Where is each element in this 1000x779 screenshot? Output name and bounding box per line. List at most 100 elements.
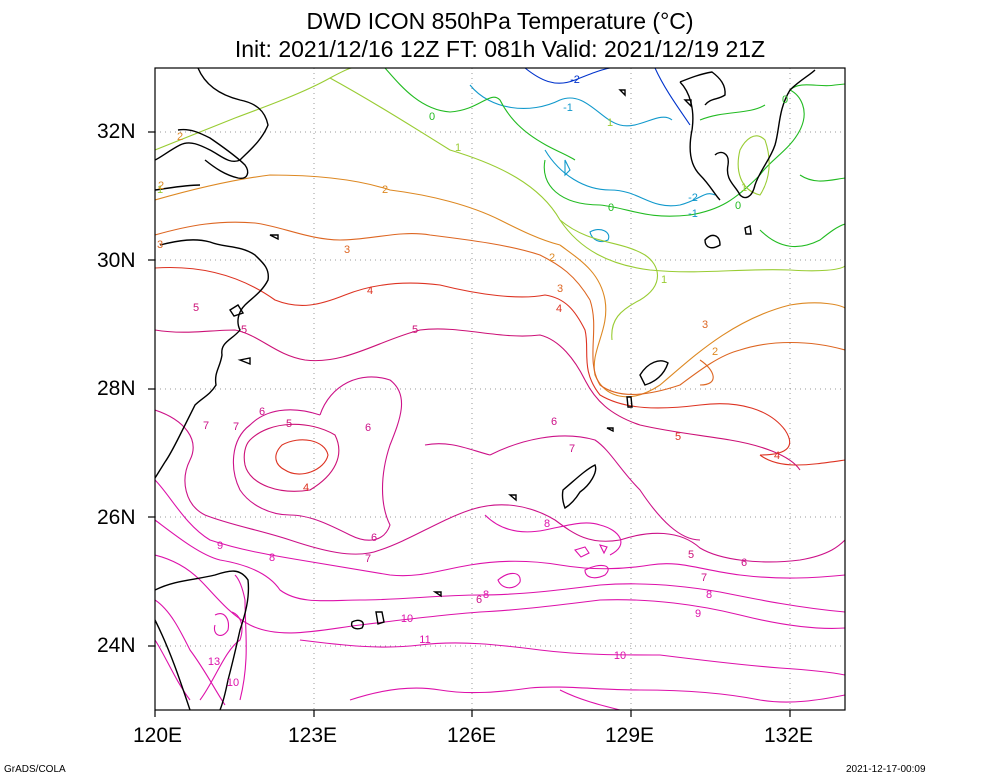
contour-value-label: 8: [544, 518, 550, 530]
coastline: [350, 619, 364, 630]
isotherm-line: [155, 574, 247, 706]
contour-value-label: 6: [551, 416, 557, 428]
coastline: [269, 234, 279, 241]
contour-value-label: 1: [157, 184, 163, 196]
lat-label-28n: 28N: [97, 377, 136, 400]
coastline: [606, 427, 614, 433]
isotherm-line: [155, 519, 845, 613]
contour-value-label: 8: [483, 589, 489, 601]
contour-value-label: 4: [367, 285, 373, 297]
contour-value-label: 1: [661, 274, 667, 286]
isotherm-line: [699, 104, 766, 121]
isotherm-line: [155, 221, 591, 301]
isotherm-line: [759, 83, 845, 176]
isotherm-line: [349, 686, 845, 703]
isotherm-line: [584, 379, 801, 471]
contour-value-label: 5: [688, 549, 694, 561]
contour-value-label: 6: [741, 557, 747, 569]
isotherm-line: [384, 68, 576, 161]
isotherm-line: [155, 409, 381, 555]
isotherm-line: [799, 174, 845, 182]
contour-value-label: 4: [303, 482, 309, 494]
contour-value-label: 13: [208, 656, 220, 668]
contour-value-label: -2: [570, 74, 580, 86]
isotherm-line: [424, 443, 491, 456]
isotherm-line: [559, 219, 658, 341]
contour-value-label: 4: [774, 450, 780, 462]
contour-value-label: 3: [702, 319, 708, 331]
isotherm-line: [543, 159, 761, 217]
isotherm-line: [737, 135, 770, 196]
contour-value-label: 2: [382, 184, 388, 196]
lon-label-132e: 132E: [764, 724, 814, 747]
contour-value-label: 6: [365, 422, 371, 434]
coastline: [639, 360, 669, 386]
isotherm-line: [598, 544, 608, 555]
coastline: [229, 304, 245, 317]
contour-value-label: 10: [401, 613, 413, 625]
contour-value-label: 9: [695, 608, 701, 620]
coastline: [683, 99, 692, 108]
contour-value-label: 6: [476, 594, 482, 606]
contour-value-label: 5: [412, 324, 418, 336]
axis-ticks: [148, 131, 791, 717]
isotherm-line: [155, 174, 561, 246]
lat-label-26n: 26N: [97, 506, 136, 529]
coastline: [155, 619, 191, 710]
contour-value-label: 4: [556, 303, 562, 315]
lon-label-123e: 123E: [288, 724, 338, 747]
contour-value-label: 5: [241, 324, 247, 336]
isotherm-line: [155, 611, 243, 701]
map-subtitle: Init: 2021/12/16 12Z FT: 081h Valid: 202…: [234, 36, 766, 62]
coastline: [508, 494, 517, 502]
coastline: [155, 239, 270, 479]
contour-value-label: 0: [782, 94, 788, 106]
isotherm-line: [213, 613, 229, 636]
isotherm-line: [759, 223, 845, 248]
isotherm-line: [544, 149, 716, 207]
isotherm-line: [524, 68, 611, 84]
coastline: [177, 128, 249, 179]
isotherm-line: [489, 435, 701, 541]
isotherm-line: [589, 299, 845, 395]
isotherm-line: [654, 68, 691, 126]
contour-value-label: 1: [607, 117, 613, 129]
coastline: [618, 89, 626, 97]
contour-value-label: 5: [675, 431, 681, 443]
isotherm-line: [155, 328, 586, 381]
coastline: [155, 68, 269, 162]
coastline: [237, 357, 251, 366]
contour-value-label: 2: [712, 346, 718, 358]
contour-value-label: 8: [269, 552, 275, 564]
contour-value-label: 0: [429, 111, 435, 123]
coastline: [561, 464, 597, 510]
contour-value-label: 5: [193, 302, 199, 314]
isotherm-line: [574, 546, 590, 558]
contour-value-label: 1: [741, 182, 747, 194]
coastline: [744, 225, 752, 235]
contour-value-label: 9: [217, 540, 223, 552]
contour-value-label: 2: [549, 252, 555, 264]
map-title: DWD ICON 850hPa Temperature (°C): [306, 8, 694, 34]
isotherm-line: [155, 554, 845, 634]
isotherm-line: [484, 514, 622, 556]
coastline: [432, 591, 442, 598]
isotherm-line: [759, 454, 845, 466]
isotherm-line: [155, 68, 353, 151]
contour-value-label: 0: [735, 200, 741, 212]
grid-lines: [155, 68, 845, 710]
isotherm-line: [329, 77, 845, 273]
coastline: [155, 570, 250, 710]
footer-credit: GrADS/COLA: [4, 764, 66, 775]
contour-value-label: -1: [688, 208, 698, 220]
temperature-contours: [155, 68, 845, 710]
contour-value-label: 7: [365, 553, 371, 565]
contour-value-label: 2: [158, 180, 164, 192]
isotherm-line: [155, 266, 791, 456]
isotherm-line: [584, 564, 609, 579]
isotherm-line: [564, 159, 571, 177]
isotherm-line: [699, 359, 714, 386]
isotherm-line: [299, 639, 845, 676]
isotherm-line: [243, 423, 340, 492]
